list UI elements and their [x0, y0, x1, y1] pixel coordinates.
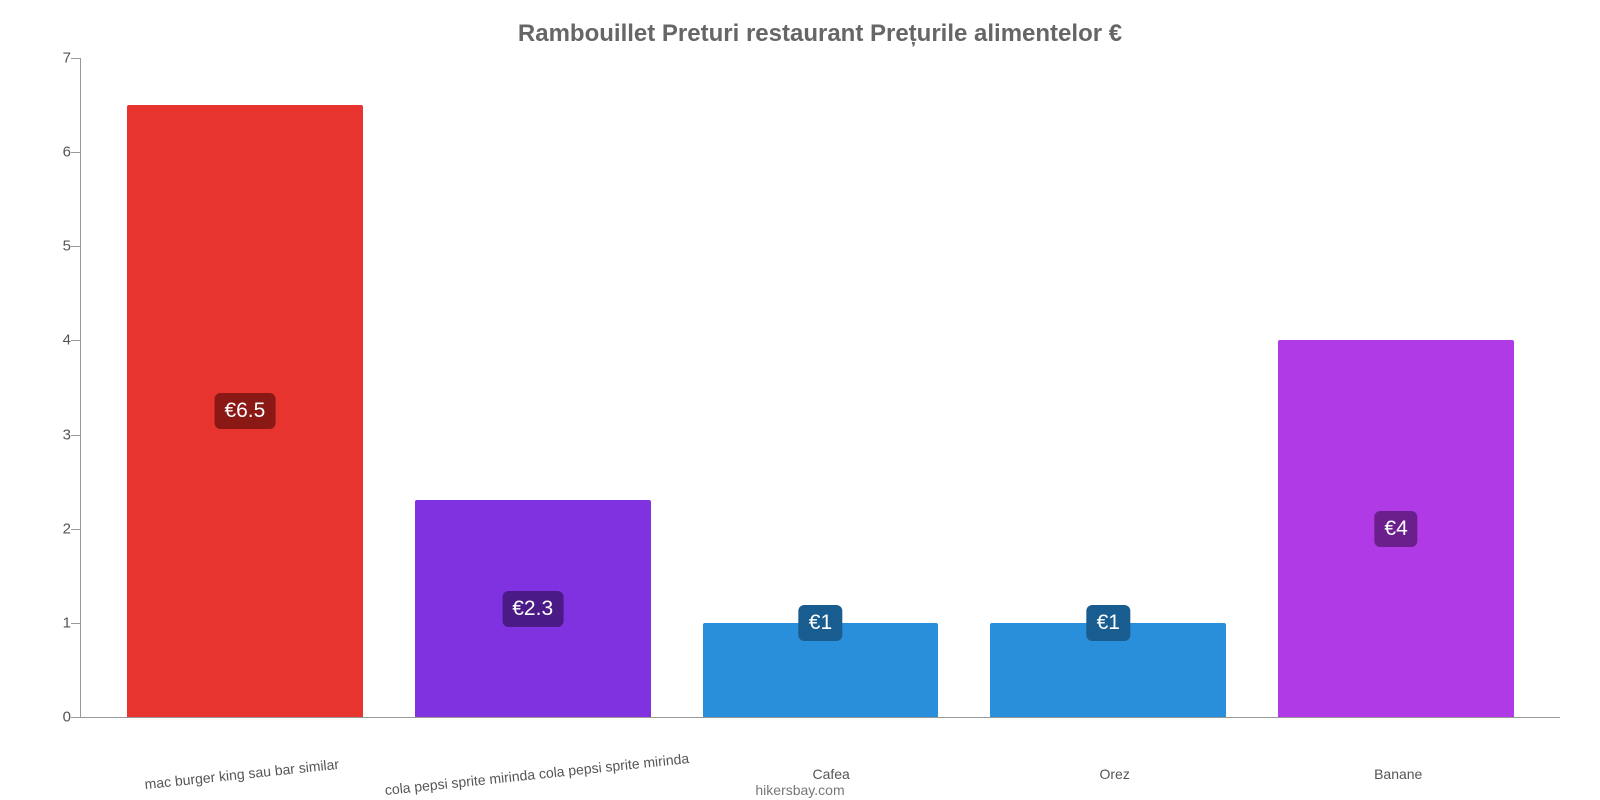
y-tick	[71, 623, 81, 624]
bar-slot: €4	[1252, 58, 1540, 717]
bars-row: €6.5€2.3€1€1€4	[81, 58, 1560, 717]
y-tick	[71, 717, 81, 718]
y-tick-label: 2	[36, 520, 71, 537]
x-axis-labels: mac burger king sau bar similarcola peps…	[80, 766, 1560, 782]
bar-slot: €1	[964, 58, 1252, 717]
y-tick-label: 4	[36, 332, 71, 349]
x-axis-label: Banane	[1256, 766, 1540, 782]
footer-credit: hikersbay.com	[0, 782, 1600, 798]
bar: €1	[703, 623, 939, 717]
y-tick	[71, 435, 81, 436]
bar-value-label: €2.3	[502, 591, 563, 627]
chart-title: Rambouillet Preturi restaurant Prețurile…	[80, 20, 1560, 48]
bar-slot: €2.3	[389, 58, 677, 717]
y-tick-label: 7	[36, 50, 71, 67]
y-tick	[71, 340, 81, 341]
bar: €6.5	[127, 105, 363, 717]
bar-value-label: €6.5	[214, 393, 275, 429]
y-tick	[71, 58, 81, 59]
y-tick	[71, 529, 81, 530]
bar: €4	[1278, 340, 1514, 717]
y-tick-label: 3	[36, 426, 71, 443]
y-tick	[71, 152, 81, 153]
bar-value-label: €1	[799, 605, 842, 641]
price-bar-chart: Rambouillet Preturi restaurant Prețurile…	[0, 0, 1600, 800]
x-axis-label: Cafea	[689, 766, 973, 782]
y-tick-label: 5	[36, 238, 71, 255]
bar-value-label: €4	[1374, 511, 1417, 547]
bar-value-label: €1	[1087, 605, 1130, 641]
x-axis-label: Orez	[973, 766, 1257, 782]
y-tick-label: 0	[36, 709, 71, 726]
y-tick-label: 1	[36, 614, 71, 631]
bar: €2.3	[415, 500, 651, 717]
bar: €1	[990, 623, 1226, 717]
y-tick	[71, 246, 81, 247]
y-tick-label: 6	[36, 144, 71, 161]
bar-slot: €1	[677, 58, 965, 717]
plot-area: €6.5€2.3€1€1€4 01234567	[80, 58, 1560, 718]
bar-slot: €6.5	[101, 58, 389, 717]
